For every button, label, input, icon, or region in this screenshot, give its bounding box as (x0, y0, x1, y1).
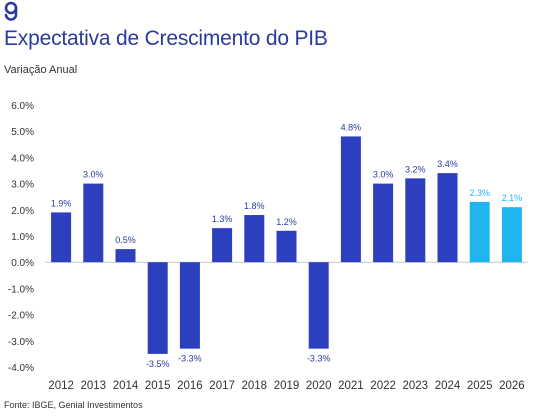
y-tick-label: 0.0% (11, 258, 34, 269)
y-tick-label: 6.0% (11, 101, 34, 112)
x-tick-label-2012: 2012 (48, 380, 74, 392)
data-label-2024: 3.4% (437, 159, 458, 169)
x-tick-label-2015: 2015 (145, 380, 171, 392)
x-tick-label-2023: 2023 (403, 380, 429, 392)
bar-2017 (212, 228, 233, 263)
x-tick-label-2020: 2020 (306, 380, 332, 392)
data-label-2021: 4.8% (341, 122, 362, 132)
x-tick-label-2014: 2014 (113, 380, 139, 392)
x-tick-label-2019: 2019 (274, 380, 300, 392)
y-tick-label: 2.0% (11, 206, 34, 217)
y-tick-label: 3.0% (11, 180, 34, 191)
y-tick-label: 5.0% (11, 127, 34, 138)
x-tick-label-2017: 2017 (209, 380, 235, 392)
data-label-2019: 1.2% (276, 217, 297, 227)
genial-logo-icon (4, 1, 18, 21)
data-label-2022: 3.0% (373, 170, 394, 180)
y-tick-label: -1.0% (8, 284, 34, 295)
bar-2015 (147, 262, 168, 354)
y-tick-label: -2.0% (8, 311, 34, 322)
bar-2025 (469, 201, 490, 263)
data-label-2018: 1.8% (244, 201, 265, 211)
x-tick-label-2016: 2016 (177, 380, 203, 392)
x-tick-label-2022: 2022 (370, 380, 396, 392)
x-tick-label-2024: 2024 (435, 380, 461, 392)
bar-2022 (373, 183, 394, 263)
data-label-2026: 2.1% (502, 193, 523, 203)
bar-2020 (308, 262, 329, 349)
bar-2026 (501, 207, 522, 263)
bar-2021 (340, 136, 361, 263)
chart-subtitle: Variação Anual (4, 64, 78, 76)
x-tick-label-2021: 2021 (338, 380, 364, 392)
x-tick-label-2026: 2026 (499, 380, 525, 392)
x-tick-label-2025: 2025 (467, 380, 493, 392)
data-label-2020: -3.3% (307, 354, 331, 364)
bar-2023 (405, 178, 426, 263)
chart-title: Expectativa de Crescimento do PIB (4, 27, 328, 50)
data-label-2025: 2.3% (469, 188, 490, 198)
bar-2019 (276, 230, 297, 263)
bar-2024 (437, 173, 458, 263)
bar-2012 (51, 212, 72, 263)
data-label-2016: -3.3% (178, 354, 202, 364)
bar-2018 (244, 215, 265, 263)
bar-2014 (115, 249, 136, 263)
data-label-2014: 0.5% (115, 235, 136, 245)
bar-2013 (83, 183, 104, 263)
y-tick-label: -3.0% (8, 337, 34, 348)
x-tick-label-2018: 2018 (242, 380, 268, 392)
x-tick-label-2013: 2013 (81, 380, 107, 392)
data-label-2013: 3.0% (83, 170, 104, 180)
y-tick-label: -4.0% (8, 363, 34, 374)
data-label-2023: 3.2% (405, 164, 426, 174)
y-tick-label: 1.0% (11, 232, 34, 243)
bar-2016 (179, 262, 200, 349)
y-tick-label: 4.0% (11, 153, 34, 164)
data-label-2015: -3.5% (146, 359, 170, 369)
data-label-2017: 1.3% (212, 214, 233, 224)
source-note: Fonte: IBGE, Genial Investimentos (4, 400, 143, 410)
data-label-2012: 1.9% (51, 198, 72, 208)
